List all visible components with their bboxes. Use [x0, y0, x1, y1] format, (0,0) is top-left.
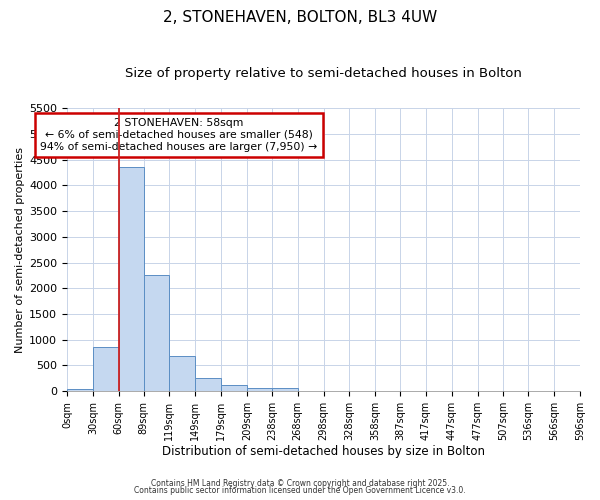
Bar	[272, 388, 298, 391]
Bar	[221, 385, 247, 391]
Bar	[169, 356, 195, 391]
Text: 2 STONEHAVEN: 58sqm
← 6% of semi-detached houses are smaller (548)
94% of semi-d: 2 STONEHAVEN: 58sqm ← 6% of semi-detache…	[40, 118, 317, 152]
Bar	[67, 388, 93, 391]
Bar	[195, 378, 221, 391]
Title: Size of property relative to semi-detached houses in Bolton: Size of property relative to semi-detach…	[125, 68, 522, 80]
Bar	[93, 348, 119, 391]
Bar	[143, 276, 169, 391]
Text: Contains HM Land Registry data © Crown copyright and database right 2025.: Contains HM Land Registry data © Crown c…	[151, 478, 449, 488]
Y-axis label: Number of semi-detached properties: Number of semi-detached properties	[15, 146, 25, 352]
Text: 2, STONEHAVEN, BOLTON, BL3 4UW: 2, STONEHAVEN, BOLTON, BL3 4UW	[163, 10, 437, 25]
Bar	[119, 168, 143, 391]
Bar	[247, 388, 272, 391]
Text: Contains public sector information licensed under the Open Government Licence v3: Contains public sector information licen…	[134, 486, 466, 495]
X-axis label: Distribution of semi-detached houses by size in Bolton: Distribution of semi-detached houses by …	[162, 444, 485, 458]
